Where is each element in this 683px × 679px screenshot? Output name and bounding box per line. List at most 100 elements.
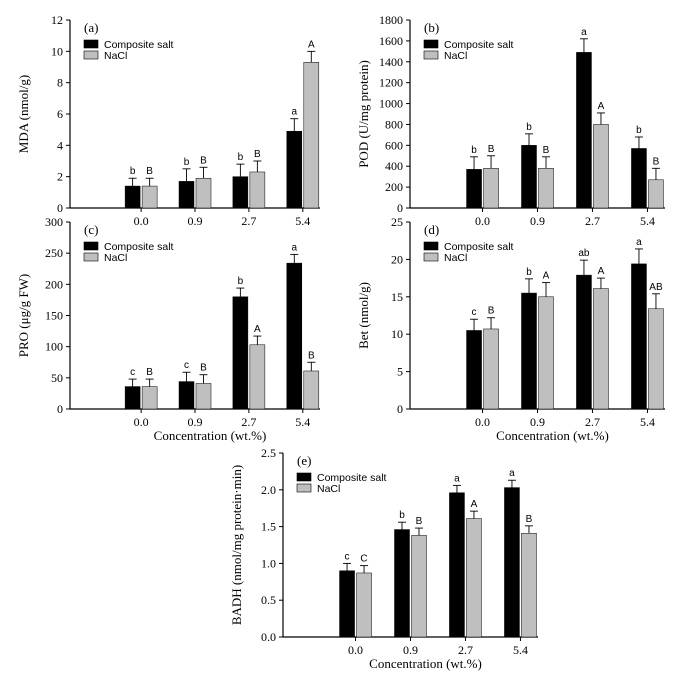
significance-label: ab <box>578 248 590 259</box>
bar-composite-salt <box>124 386 141 410</box>
significance-label: a <box>509 468 515 479</box>
significance-label: a <box>292 107 298 118</box>
bar-nacl <box>648 179 664 209</box>
bar-composite-salt <box>504 487 520 638</box>
panel-label: (e) <box>297 453 311 468</box>
significance-label: b <box>526 122 532 133</box>
legend-swatch <box>83 50 99 60</box>
significance-label: B <box>146 367 153 378</box>
x-axis-title: Concentration (wt.%) <box>154 428 267 443</box>
y-tick-label: 8 <box>57 76 63 90</box>
x-tick-label: 0.0 <box>134 415 149 429</box>
significance-label: B <box>200 155 207 166</box>
x-tick-label: 5.4 <box>295 415 310 429</box>
bar-composite-salt <box>124 185 141 209</box>
y-tick-label: 1.0 <box>261 556 276 570</box>
significance-label: B <box>416 516 423 527</box>
bar-nacl <box>593 288 609 410</box>
y-tick-label: 300 <box>45 215 63 229</box>
bar-nacl <box>195 383 212 410</box>
y-tick-label: 12 <box>51 13 63 27</box>
y-tick-label: 0 <box>397 402 403 416</box>
significance-label: A <box>598 266 605 277</box>
y-tick-label: 2.0 <box>261 483 276 497</box>
x-tick-label: 0.9 <box>188 415 203 429</box>
bar-composite-salt <box>466 330 482 410</box>
significance-label: B <box>254 149 261 160</box>
bar-nacl <box>538 168 554 209</box>
chart-panel-5: 0.0 0.5 1.0 1.5 2.0 2.5 BADH (nmol/mg protein·… <box>229 446 538 671</box>
bar-nacl <box>483 328 499 410</box>
legend-swatch <box>423 39 439 49</box>
legend-swatch <box>83 252 99 262</box>
significance-label: b <box>238 152 244 163</box>
y-tick-label: 200 <box>385 180 403 194</box>
y-tick-label: 1.5 <box>261 520 276 534</box>
x-tick-label: 0.0 <box>348 643 363 657</box>
significance-label: b <box>399 510 405 521</box>
significance-label: B <box>653 156 660 167</box>
bar-composite-salt <box>576 274 592 410</box>
y-tick-label: 100 <box>45 340 63 354</box>
significance-label: c <box>345 551 350 562</box>
x-tick-label: 0.9 <box>403 643 418 657</box>
significance-label: c <box>130 367 135 378</box>
y-tick-label: 200 <box>45 277 63 291</box>
y-tick-label: 0.5 <box>261 593 276 607</box>
significance-label: b <box>636 125 642 136</box>
significance-label: AB <box>649 282 663 293</box>
bar-nacl <box>356 572 372 638</box>
significance-label: B <box>488 144 495 155</box>
y-tick-label: 2 <box>57 170 63 184</box>
x-tick-label: 5.4 <box>640 415 655 429</box>
y-tick-label: 6 <box>57 107 63 121</box>
bar-composite-salt <box>631 148 647 209</box>
y-tick-label: 1600 <box>379 34 403 48</box>
significance-label: b <box>238 276 244 287</box>
significance-label: b <box>526 267 532 278</box>
bar-nacl <box>483 168 499 209</box>
significance-label: B <box>200 363 207 374</box>
significance-label: A <box>471 499 478 510</box>
bar-composite-salt <box>449 492 465 638</box>
bar-nacl <box>538 296 554 410</box>
panel-label: (c) <box>84 222 98 237</box>
y-tick-label: 0.0 <box>261 630 276 644</box>
bar-composite-salt <box>576 52 592 209</box>
y-tick-label: 25 <box>391 215 403 229</box>
y-tick-label: 50 <box>51 371 63 385</box>
y-tick-label: 10 <box>51 44 63 58</box>
y-tick-label: 0 <box>397 201 403 215</box>
y-tick-label: 800 <box>385 117 403 131</box>
y-axis-title: POD (U/mg protein) <box>356 60 371 168</box>
chart-panel-3: 0 50 100 150 200 250 300 PRO (μg/g FW) (c) Compos… <box>16 215 320 443</box>
legend-label: Composite salt <box>104 241 174 253</box>
y-axis-title: MDA (nmol/g) <box>16 75 31 153</box>
bar-nacl <box>303 62 320 209</box>
y-tick-label: 1800 <box>379 13 403 27</box>
significance-label: A <box>598 101 605 112</box>
bar-nacl <box>648 308 664 410</box>
significance-label: c <box>184 360 189 371</box>
significance-label: A <box>543 271 550 282</box>
bar-nacl <box>249 171 266 209</box>
legend-swatch <box>296 472 312 482</box>
bar-composite-salt <box>286 130 303 209</box>
significance-label: B <box>488 306 495 317</box>
y-tick-label: 1000 <box>379 97 403 111</box>
significance-label: B <box>543 145 550 156</box>
legend-swatch <box>423 252 439 262</box>
y-tick-label: 400 <box>385 159 403 173</box>
x-tick-label: 2.7 <box>241 214 256 228</box>
bar-nacl <box>249 344 266 410</box>
panel-label: (d) <box>424 222 439 237</box>
significance-label: a <box>292 242 298 253</box>
bar-nacl <box>303 370 320 410</box>
bar-nacl <box>593 124 609 209</box>
significance-label: A <box>254 324 261 335</box>
x-tick-label: 0.9 <box>188 214 203 228</box>
bar-composite-salt <box>521 145 537 209</box>
significance-label: C <box>360 554 367 565</box>
